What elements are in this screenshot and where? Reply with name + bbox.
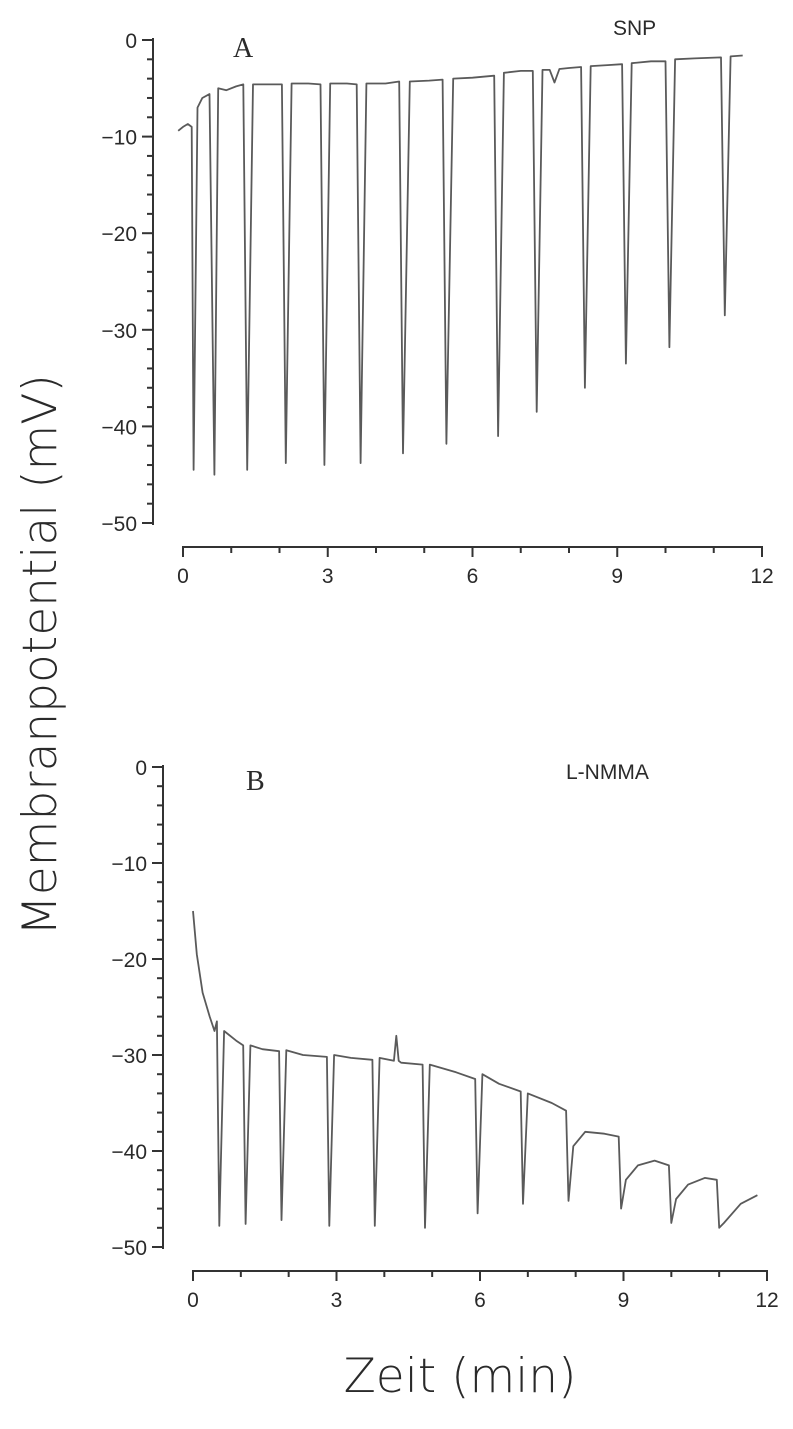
panel-a-x-tick-label: 12: [750, 565, 773, 588]
panel-a-y-tick-label: −30: [101, 320, 137, 343]
y-axis-title: Membranpotential (mV): [13, 374, 68, 936]
panel-b-y-tick-label: −20: [111, 949, 147, 972]
panel-b-x-tick-label: 6: [474, 1289, 486, 1312]
panel-a-letter: A: [233, 33, 254, 64]
panel-a-x-tick-label: 9: [611, 565, 623, 588]
panel-a-x-tick-label: 0: [177, 565, 189, 588]
panel-b-y-tick-label: 0: [135, 757, 147, 780]
panel-a-y-tick-label: −10: [101, 127, 137, 150]
panel-b-x-tick-label: 3: [331, 1289, 343, 1312]
x-axis-title: Zeit (min): [344, 1349, 577, 1404]
panel-a-y-tick-label: −50: [101, 513, 137, 536]
panel-b-x-tick-label: 9: [618, 1289, 630, 1312]
panel-b-x-tick-label: 12: [755, 1289, 778, 1312]
panel-b-y-ticks: 0 −10 −20 −30 −40 −50: [111, 757, 163, 1260]
panel-b-letter: B: [246, 766, 265, 797]
panel-a-y-ticks: 0 −10 −20 −30 −40 −50: [101, 30, 153, 536]
panel-a-x-ticks: 0 3 6 9 12: [177, 547, 774, 588]
panel-a-y-tick-label: −20: [101, 223, 137, 246]
panel-b-y-tick-label: −30: [111, 1045, 147, 1068]
panel-b-x-ticks: 0 3 6 9 12: [187, 1271, 779, 1312]
panel-b-x-tick-label: 0: [187, 1289, 199, 1312]
panel-a-y-tick-label: 0: [125, 30, 137, 53]
panel-a-title: SNP: [613, 17, 656, 40]
panel-b-y-tick-label: −50: [111, 1237, 147, 1260]
panel-a-membrane-trace: [177, 54, 743, 476]
panel-b-membrane-trace: [192, 910, 758, 1229]
panel-b-title: L-NMMA: [566, 761, 649, 784]
panel-a-x-tick-label: 3: [322, 565, 334, 588]
panel-a-y-tick-label: −40: [101, 416, 137, 439]
panel-b-y-tick-label: −40: [111, 1141, 147, 1164]
panel-b-y-tick-label: −10: [111, 853, 147, 876]
chart-panel-a: A SNP 0 −10 −20 −30 −40 −50 0 3 6 9 12: [101, 17, 773, 588]
panel-a-x-tick-label: 6: [467, 565, 479, 588]
chart-panel-b: B L-NMMA 0 −10 −20 −30 −40 −50 0 3 6 9 12: [111, 757, 778, 1312]
